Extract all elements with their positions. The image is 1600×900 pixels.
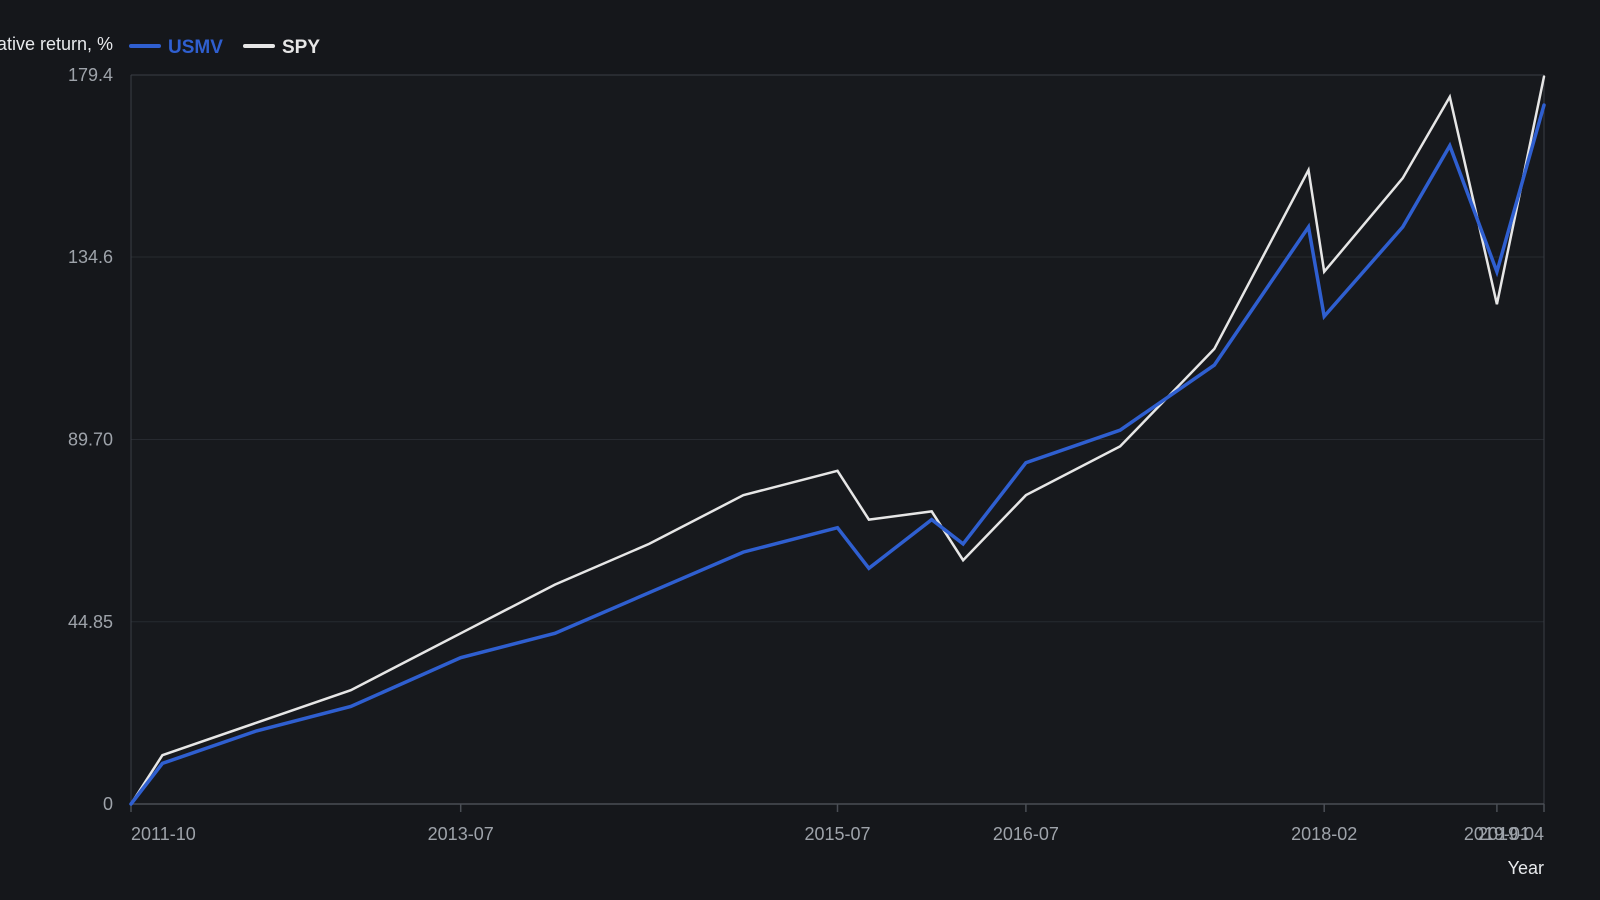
- y-axis-label: Cumulative return, %: [0, 34, 113, 54]
- x-tick-label: 2016-07: [993, 824, 1059, 844]
- series-line-spy: [129, 75, 1546, 806]
- x-tick-label: 2013-07: [428, 824, 494, 844]
- x-axis-ticks: 2011-10 2013-07 2015-07 2016-07 2018-02 2019-…: [130, 804, 1545, 844]
- x-tick-label: 2019-04: [1478, 824, 1544, 844]
- y-tick-label: 89.70: [68, 430, 113, 450]
- x-tick-label: 2011-10: [131, 824, 196, 844]
- legend-label-spy: SPY: [282, 37, 320, 58]
- x-tick-label: 2018-02: [1291, 824, 1357, 844]
- y-tick-label: 0: [103, 794, 113, 814]
- y-tick-label: 44.85: [68, 612, 113, 632]
- y-tick-label: 134.6: [68, 247, 113, 267]
- grid-lines: [131, 256, 1544, 623]
- x-tick-label: 2015-07: [804, 824, 870, 844]
- y-axis-ticks: 0 44.85 89.70 134.6 179.4: [68, 65, 113, 814]
- x-tick-label: 2019-01: [1464, 824, 1530, 844]
- legend-label-usmv: USMV: [168, 37, 223, 58]
- legend: USMV SPY: [129, 37, 320, 58]
- series-lines: [129, 75, 1546, 806]
- y-tick-label: 179.4: [68, 65, 113, 85]
- series-line-usmv: [129, 103, 1546, 806]
- x-axis-title: Year: [1508, 858, 1544, 878]
